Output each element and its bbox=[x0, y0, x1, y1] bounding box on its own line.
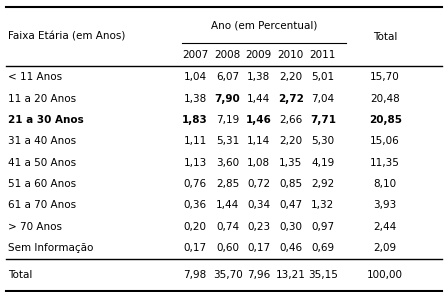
Text: 15,06: 15,06 bbox=[370, 136, 400, 146]
Text: 1,14: 1,14 bbox=[247, 136, 270, 146]
Text: 35,70: 35,70 bbox=[213, 270, 242, 280]
Text: 11 a 20 Anos: 11 a 20 Anos bbox=[8, 93, 76, 104]
Text: 0,60: 0,60 bbox=[216, 243, 239, 253]
Text: 2,20: 2,20 bbox=[279, 72, 302, 82]
Text: 7,90: 7,90 bbox=[215, 93, 241, 104]
Text: 0,17: 0,17 bbox=[184, 243, 207, 253]
Text: 0,46: 0,46 bbox=[279, 243, 302, 253]
Text: 2,72: 2,72 bbox=[278, 93, 304, 104]
Text: 0,36: 0,36 bbox=[184, 200, 207, 210]
Text: 1,38: 1,38 bbox=[183, 93, 207, 104]
Text: 20,48: 20,48 bbox=[370, 93, 400, 104]
Text: 0,47: 0,47 bbox=[279, 200, 302, 210]
Text: 21 a 30 Anos: 21 a 30 Anos bbox=[8, 115, 84, 125]
Text: 1,08: 1,08 bbox=[247, 158, 270, 168]
Text: 7,19: 7,19 bbox=[216, 115, 239, 125]
Text: 1,32: 1,32 bbox=[311, 200, 335, 210]
Text: 1,11: 1,11 bbox=[183, 136, 207, 146]
Text: 2,66: 2,66 bbox=[279, 115, 302, 125]
Text: 5,30: 5,30 bbox=[311, 136, 334, 146]
Text: 0,74: 0,74 bbox=[216, 222, 239, 232]
Text: Total: Total bbox=[8, 270, 32, 280]
Text: 2007: 2007 bbox=[182, 50, 208, 60]
Text: 20,85: 20,85 bbox=[369, 115, 402, 125]
Text: 0,76: 0,76 bbox=[184, 179, 207, 189]
Text: 1,46: 1,46 bbox=[246, 115, 271, 125]
Text: 100,00: 100,00 bbox=[367, 270, 403, 280]
Text: 51 a 60 Anos: 51 a 60 Anos bbox=[8, 179, 76, 189]
Text: 35,15: 35,15 bbox=[308, 270, 338, 280]
Text: 0,85: 0,85 bbox=[279, 179, 302, 189]
Text: 1,83: 1,83 bbox=[182, 115, 208, 125]
Text: 2009: 2009 bbox=[246, 50, 272, 60]
Text: 15,70: 15,70 bbox=[370, 72, 400, 82]
Text: 5,01: 5,01 bbox=[311, 72, 334, 82]
Text: 1,04: 1,04 bbox=[184, 72, 207, 82]
Text: 2,85: 2,85 bbox=[216, 179, 239, 189]
Text: 2010: 2010 bbox=[278, 50, 304, 60]
Text: 7,71: 7,71 bbox=[310, 115, 336, 125]
Text: 5,31: 5,31 bbox=[216, 136, 239, 146]
Text: 0,23: 0,23 bbox=[247, 222, 270, 232]
Text: 2,44: 2,44 bbox=[374, 222, 397, 232]
Text: 2,92: 2,92 bbox=[311, 179, 335, 189]
Text: 0,69: 0,69 bbox=[311, 243, 334, 253]
Text: 7,04: 7,04 bbox=[311, 93, 334, 104]
Text: 3,60: 3,60 bbox=[216, 158, 239, 168]
Text: 2011: 2011 bbox=[310, 50, 336, 60]
Text: 41 a 50 Anos: 41 a 50 Anos bbox=[8, 158, 76, 168]
Text: Ano (em Percentual): Ano (em Percentual) bbox=[211, 20, 317, 30]
Text: > 70 Anos: > 70 Anos bbox=[8, 222, 62, 232]
Text: 0,72: 0,72 bbox=[247, 179, 270, 189]
Text: 1,44: 1,44 bbox=[247, 93, 270, 104]
Text: 4,19: 4,19 bbox=[311, 158, 335, 168]
Text: 3,93: 3,93 bbox=[374, 200, 397, 210]
Text: 7,96: 7,96 bbox=[247, 270, 270, 280]
Text: 1,35: 1,35 bbox=[279, 158, 302, 168]
Text: 0,97: 0,97 bbox=[311, 222, 334, 232]
Text: Faixa Etária (em Anos): Faixa Etária (em Anos) bbox=[8, 32, 125, 42]
Text: 13,21: 13,21 bbox=[276, 270, 306, 280]
Text: 1,13: 1,13 bbox=[183, 158, 207, 168]
Text: 31 a 40 Anos: 31 a 40 Anos bbox=[8, 136, 76, 146]
Text: 0,30: 0,30 bbox=[279, 222, 302, 232]
Text: 8,10: 8,10 bbox=[374, 179, 397, 189]
Text: 1,38: 1,38 bbox=[247, 72, 270, 82]
Text: 6,07: 6,07 bbox=[216, 72, 239, 82]
Text: 2,20: 2,20 bbox=[279, 136, 302, 146]
Text: 11,35: 11,35 bbox=[370, 158, 400, 168]
Text: 7,98: 7,98 bbox=[183, 270, 207, 280]
Text: 61 a 70 Anos: 61 a 70 Anos bbox=[8, 200, 76, 210]
Text: 0,20: 0,20 bbox=[184, 222, 207, 232]
Text: 0,17: 0,17 bbox=[247, 243, 270, 253]
Text: 0,34: 0,34 bbox=[247, 200, 270, 210]
Text: Sem Informação: Sem Informação bbox=[8, 243, 94, 253]
Text: 2008: 2008 bbox=[215, 50, 241, 60]
Text: 2,09: 2,09 bbox=[374, 243, 397, 253]
Text: Total: Total bbox=[373, 32, 397, 42]
Text: 1,44: 1,44 bbox=[216, 200, 239, 210]
Text: < 11 Anos: < 11 Anos bbox=[8, 72, 62, 82]
